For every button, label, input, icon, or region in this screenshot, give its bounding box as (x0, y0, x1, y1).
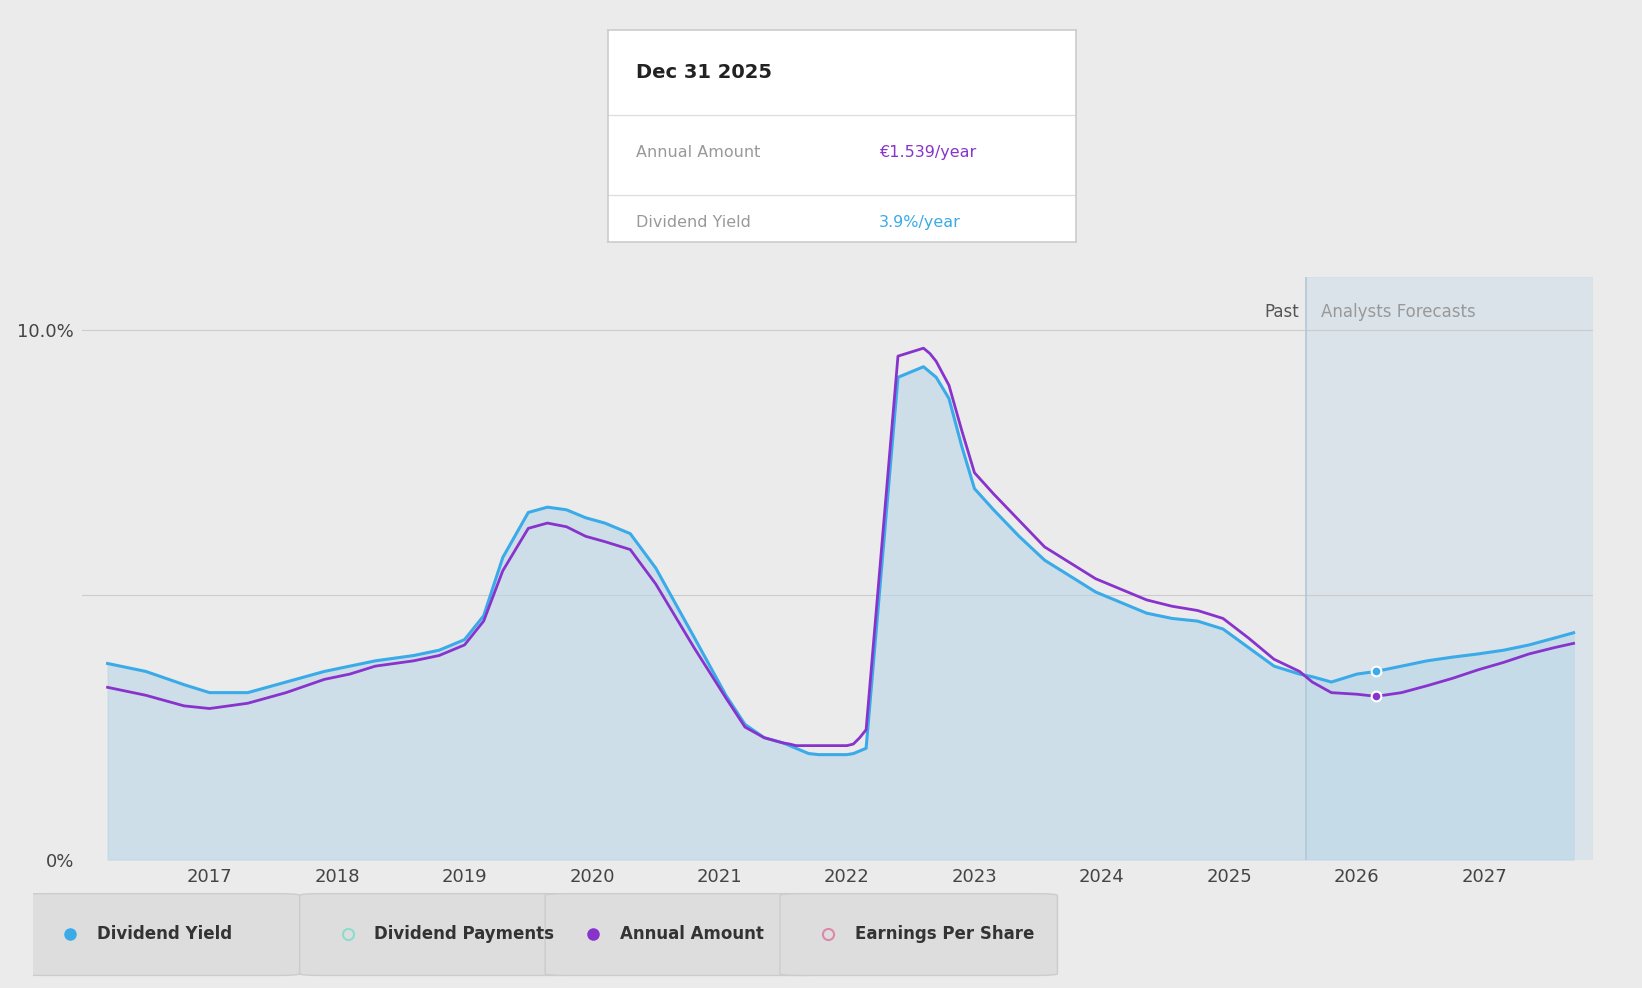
Text: Analysts Forecasts: Analysts Forecasts (1322, 303, 1476, 321)
Text: Past: Past (1264, 303, 1299, 321)
Text: Annual Amount: Annual Amount (621, 925, 764, 943)
Text: Annual Amount: Annual Amount (635, 145, 760, 160)
FancyBboxPatch shape (300, 894, 578, 975)
Text: Dividend Payments: Dividend Payments (374, 925, 555, 943)
Text: Dividend Yield: Dividend Yield (97, 925, 232, 943)
FancyBboxPatch shape (545, 894, 823, 975)
Text: Dec 31 2025: Dec 31 2025 (635, 62, 772, 82)
Text: Dividend Yield: Dividend Yield (635, 215, 750, 230)
Text: €1.539/year: €1.539/year (878, 145, 977, 160)
Text: Earnings Per Share: Earnings Per Share (855, 925, 1034, 943)
Bar (1305, 277, 1593, 860)
Text: 3.9%/year: 3.9%/year (878, 215, 961, 230)
FancyBboxPatch shape (23, 894, 300, 975)
FancyBboxPatch shape (780, 894, 1057, 975)
